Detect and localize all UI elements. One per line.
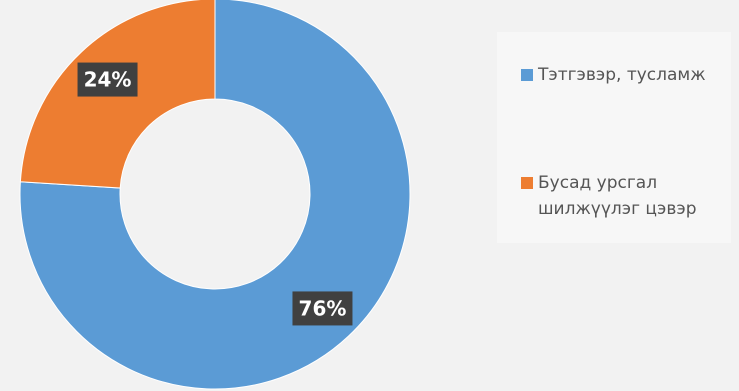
legend-item-other-transfers: Бусад урсгал шилжүүлэг цэвэр: [521, 170, 696, 222]
legend-label-other-transfers-line1: Бусад урсгал: [538, 173, 658, 193]
legend-item-pensions: Тэтгэвэр, тусламж: [521, 62, 706, 88]
data-label-pensions: 76%: [292, 291, 353, 326]
data-label-box-pensions: [292, 291, 353, 326]
legend-swatch-other-transfers: [521, 177, 533, 189]
data-label-text-pensions: 76%: [299, 296, 347, 320]
data-label-text-other-transfers: 24%: [84, 68, 132, 92]
legend-label-other-transfers-line2: шилжүүлэг цэвэр: [538, 199, 697, 219]
legend-swatch-pensions: [521, 69, 533, 81]
data-label-other-transfers: 24%: [77, 62, 138, 97]
legend-label-pensions: Тэтгэвэр, тусламж: [538, 65, 706, 85]
data-label-box-other-transfers: [77, 62, 138, 97]
legend: Тэтгэвэр, тусламж Бусад урсгал шилжүүлэг…: [497, 32, 731, 243]
